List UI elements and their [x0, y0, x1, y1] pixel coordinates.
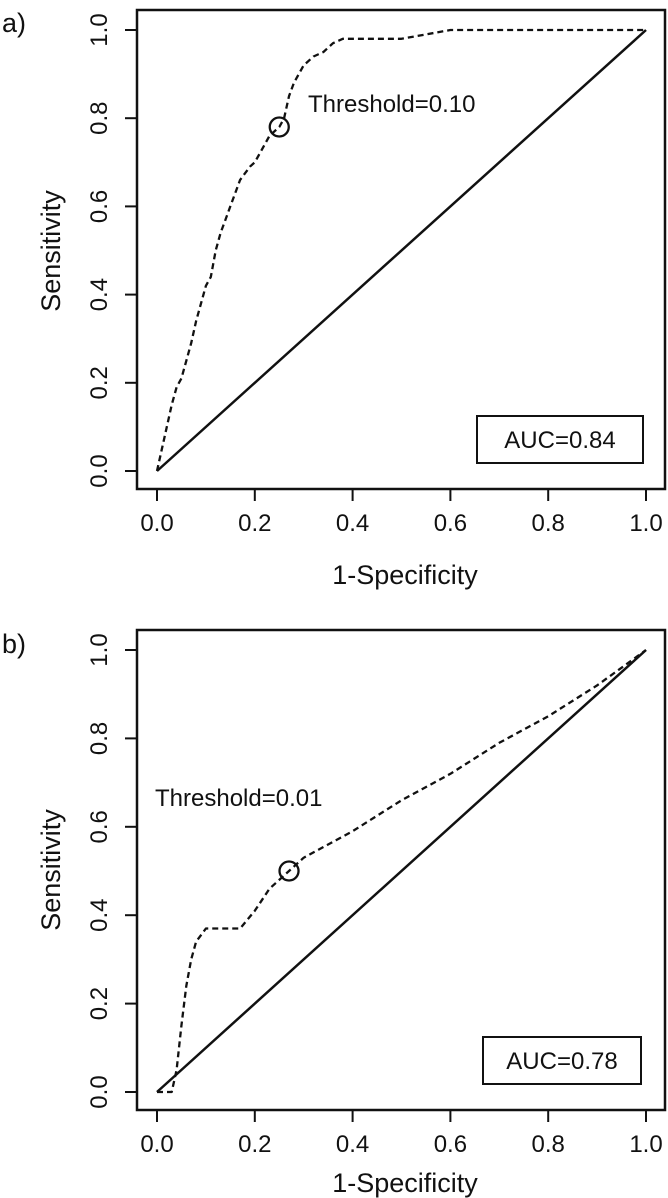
y-tick-label: 0.8	[86, 722, 113, 755]
panel-b-auc-box	[482, 1036, 642, 1085]
panel-b-label: b)	[2, 629, 26, 659]
panel-b: b) 0.0 0.2 0.4 0.6 0.8 1.0 0.0 0.2 0.4 0.6 0.8 1.0…	[2, 628, 667, 1198]
panel-a-x-axis: 0.0 0.2 0.4 0.6 0.8 1.0	[140, 489, 663, 537]
panel-a-y-axis-title: Sensitivity	[36, 190, 66, 312]
y-tick-label: 0.0	[86, 454, 113, 487]
reference-diagonal-line	[156, 29, 647, 472]
x-tick-label: 0.0	[140, 1131, 173, 1158]
panel-a-y-axis: 0.0 0.2 0.4 0.6 0.8 1.0	[86, 13, 137, 488]
panel-a-auc-label: AUC=0.84	[504, 427, 615, 454]
panel-a-threshold-annotation: Threshold=0.10	[308, 91, 475, 118]
x-tick-label: 0.6	[434, 1131, 467, 1158]
x-tick-label: 0.4	[336, 1131, 369, 1158]
panel-a-series	[155, 28, 647, 472]
panel-a: a) 0.0 0.2 0.4 0.6 0.8 1.0 0.0 0.2 0.4 0.6 0.8 1.0…	[2, 8, 667, 590]
panel-b-y-axis: 0.0 0.2 0.4 0.6 0.8 1.0	[86, 633, 137, 1109]
panel-b-series	[156, 649, 647, 1094]
y-tick-label: 0.4	[86, 899, 113, 932]
x-tick-label: 0.2	[238, 1131, 271, 1158]
y-tick-label: 0.6	[86, 810, 113, 843]
y-tick-label: 0.2	[86, 366, 113, 399]
x-tick-label: 0.8	[532, 1131, 565, 1158]
panel-a-x-axis-title: 1-Specificity	[332, 560, 478, 590]
y-tick-label: 1.0	[86, 13, 113, 46]
panel-b-x-axis-title: 1-Specificity	[332, 1168, 478, 1198]
x-tick-label: 0.2	[238, 510, 271, 537]
x-tick-label: 0.4	[336, 510, 369, 537]
x-tick-label: 1.0	[629, 1131, 662, 1158]
roc-curve-line	[157, 649, 647, 1094]
x-tick-label: 1.0	[629, 510, 662, 537]
y-tick-label: 0.6	[86, 190, 113, 223]
roc-curve-line	[155, 28, 646, 472]
threshold-point-marker	[278, 860, 300, 882]
panel-a-plot-frame	[135, 8, 667, 491]
panel-b-auc-label: AUC=0.78	[506, 1048, 617, 1075]
y-tick-label: 0.2	[86, 987, 113, 1020]
panel-a-label: a)	[2, 8, 26, 38]
x-tick-label: 0.8	[532, 510, 565, 537]
panel-b-x-axis: 0.0 0.2 0.4 0.6 0.8 1.0	[140, 1110, 663, 1158]
panel-b-y-axis-title: Sensitivity	[36, 809, 66, 931]
panel-b-plot-frame	[135, 628, 667, 1112]
y-tick-label: 0.8	[86, 102, 113, 135]
panel-a-auc-box	[476, 415, 644, 464]
panel-b-threshold-annotation: Threshold=0.01	[155, 785, 322, 812]
x-tick-label: 0.6	[434, 510, 467, 537]
y-tick-label: 0.4	[86, 278, 113, 311]
y-tick-label: 1.0	[86, 633, 113, 666]
y-tick-label: 0.0	[86, 1075, 113, 1108]
x-tick-label: 0.0	[140, 510, 173, 537]
threshold-point-marker	[268, 116, 290, 138]
reference-diagonal-line	[156, 649, 647, 1093]
